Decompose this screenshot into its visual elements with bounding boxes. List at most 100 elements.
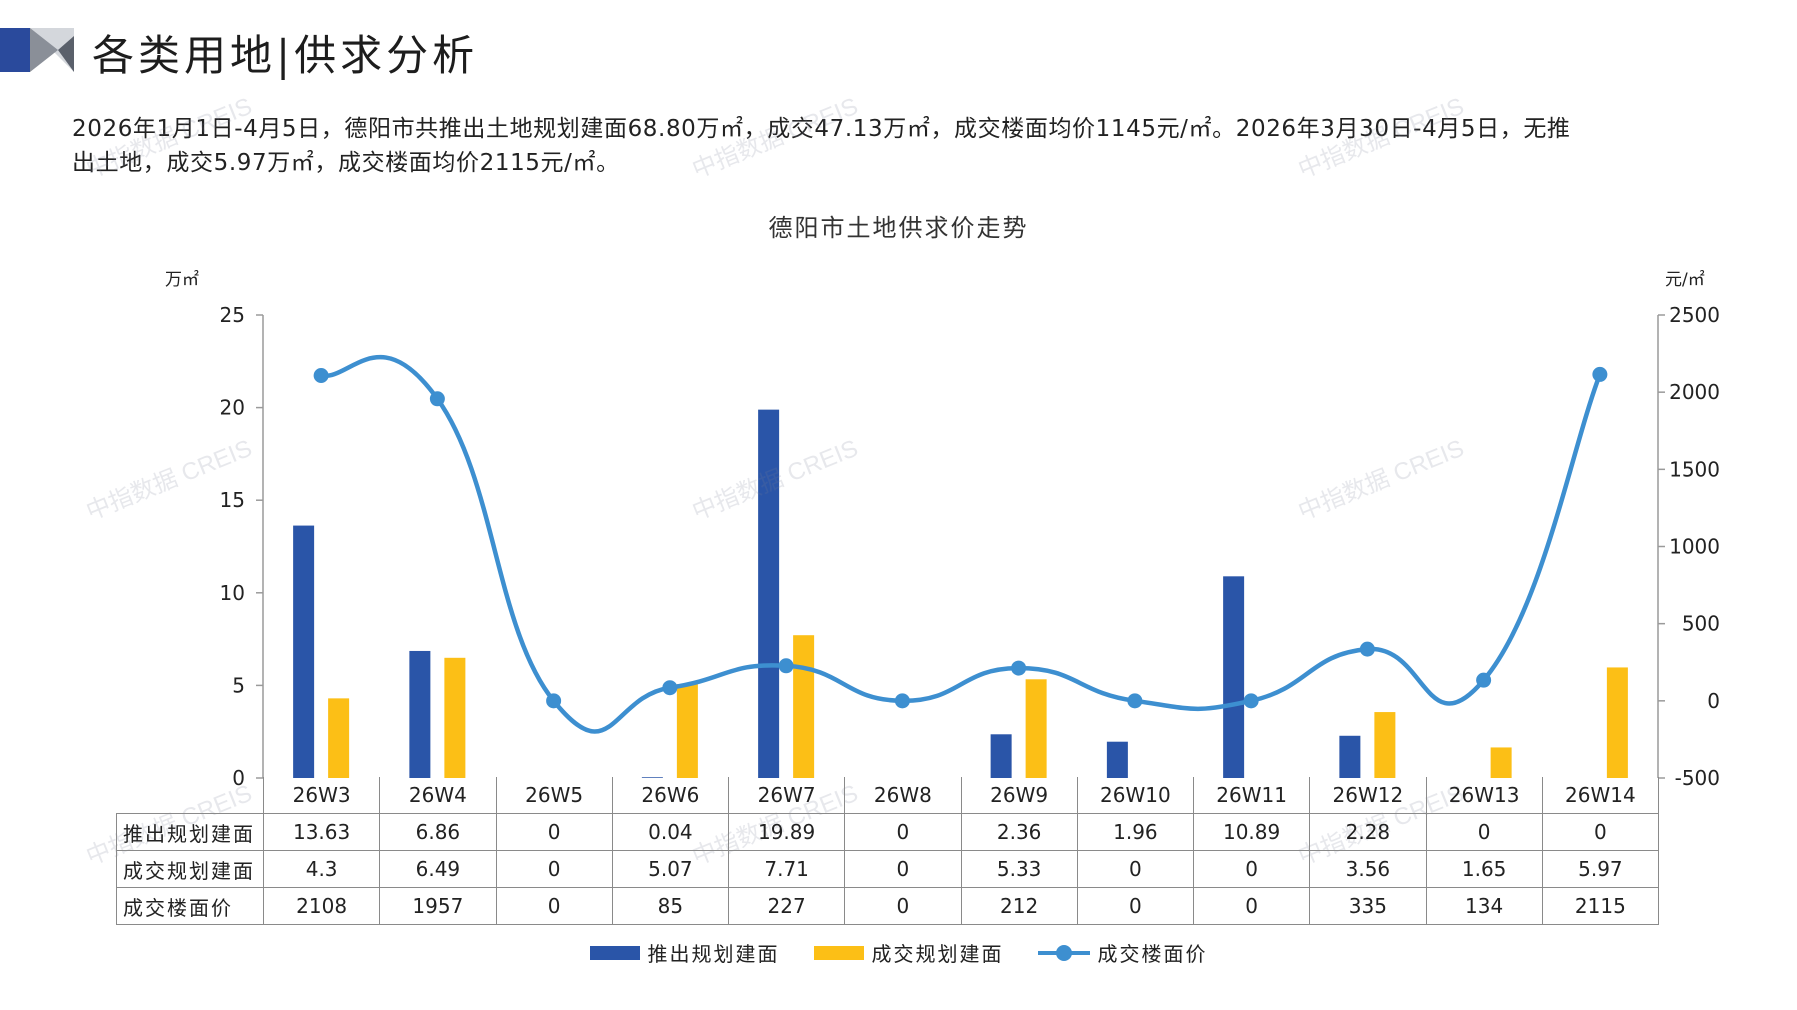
price-point <box>429 391 445 407</box>
data-label: 5.07 <box>611 850 730 888</box>
x-tick-label: 26W8 <box>844 777 962 814</box>
right-axis-tick-label: 1000 <box>1669 535 1720 559</box>
legend-label-supply: 推出规划建面 <box>647 942 780 966</box>
price-point <box>1011 660 1027 676</box>
data-label: 5.33 <box>960 850 1078 888</box>
supply-bar <box>409 650 431 778</box>
table-row: 推出规划建面 13.63 6.86 0 0.04 19.89 0 2.36 1.96 10.89 2… <box>116 813 1660 851</box>
deal-bar <box>1606 667 1628 778</box>
data-table: 26W3 26W4 26W5 26W6 26W7 26W8 26W9 26W10 26W11 26… <box>116 777 1660 925</box>
right-axis-tick-label: 2000 <box>1669 380 1720 404</box>
supply-bar <box>293 525 315 778</box>
deal-bar <box>1025 679 1047 778</box>
x-tick-label: 26W13 <box>1425 777 1543 814</box>
data-label: 0 <box>1192 887 1311 925</box>
table-row: 成交楼面价 2108 1957 0 85 227 0 212 0 0 335 134 2115 <box>116 887 1660 925</box>
data-label: 19.89 <box>727 813 846 851</box>
data-label: 6.86 <box>379 813 497 851</box>
data-label: 2115 <box>1541 887 1660 925</box>
data-label: 85 <box>611 887 730 925</box>
supply-bar <box>990 734 1012 778</box>
supply-bar <box>758 409 780 778</box>
price-point <box>662 680 678 696</box>
data-label: 10.89 <box>1192 813 1311 851</box>
table-row-header: 成交楼面价 <box>116 887 264 925</box>
left-axis-unit: 万㎡ <box>165 270 199 290</box>
price-point <box>1127 693 1143 709</box>
deal-bar <box>793 635 815 778</box>
data-label: 3.56 <box>1309 850 1427 888</box>
left-axis-tick-label: 25 <box>220 303 245 327</box>
left-axis-tick-label: 10 <box>220 581 245 605</box>
right-axis-tick-label: -500 <box>1675 766 1720 790</box>
summary-line-2: 出土地，成交5.97万㎡，成交楼面均价2115元/㎡。 <box>72 150 620 176</box>
left-axis-tick-label: 20 <box>220 396 245 420</box>
chart-legend: 推出规划建面 成交规划建面 成交楼面价 <box>0 938 1797 967</box>
table-row: 成交规划建面 4.3 6.49 0 5.07 7.71 0 5.33 0 0 3.56 1.65 5.9… <box>116 850 1660 888</box>
data-label: 0 <box>1541 813 1660 851</box>
supply-bar <box>1223 576 1245 778</box>
x-tick-label: 26W14 <box>1541 777 1660 814</box>
x-tick-label: 26W9 <box>960 777 1078 814</box>
data-label: 2.28 <box>1309 813 1427 851</box>
x-tick-label: 26W6 <box>611 777 730 814</box>
table-row-header: 成交规划建面 <box>116 850 264 888</box>
legend-item-deal: 成交规划建面 <box>813 938 1004 967</box>
table-row-header: 推出规划建面 <box>116 813 264 851</box>
data-label: 0 <box>495 813 613 851</box>
data-label: 0 <box>1425 813 1543 851</box>
price-point <box>894 693 910 709</box>
summary-line-1: 2026年1月1日-4月5日，德阳市共推出土地规划建面68.80万㎡，成交47.… <box>72 116 1571 142</box>
table-row: 26W3 26W4 26W5 26W6 26W7 26W8 26W9 26W10 26W11 26… <box>116 777 1660 814</box>
data-label: 212 <box>960 887 1078 925</box>
left-axis-tick-label: 5 <box>232 673 245 697</box>
left-axis-tick-label: 15 <box>220 488 245 512</box>
data-label: 134 <box>1425 887 1543 925</box>
right-axis-unit: 元/㎡ <box>1665 270 1705 290</box>
data-label: 0 <box>1192 850 1311 888</box>
price-point <box>546 693 562 709</box>
legend-item-price: 成交楼面价 <box>1037 938 1208 967</box>
price-point <box>313 367 329 383</box>
data-label: 1.65 <box>1425 850 1543 888</box>
supply-bar <box>1106 741 1128 778</box>
data-label: 7.71 <box>727 850 846 888</box>
deal-bar <box>444 657 466 778</box>
header-decoration <box>0 28 74 72</box>
data-label: 0 <box>1076 850 1195 888</box>
legend-swatch-supply <box>589 945 640 960</box>
data-label: 2108 <box>262 887 381 925</box>
data-label: 6.49 <box>379 850 497 888</box>
supply-bar <box>1339 735 1361 778</box>
chart-title: 德阳市土地供求价走势 <box>768 214 1029 242</box>
data-label: 0 <box>495 887 613 925</box>
legend-item-supply: 推出规划建面 <box>589 938 780 967</box>
page-title: 各类用地|供求分析 <box>92 31 479 80</box>
legend-swatch-price <box>1037 943 1090 963</box>
right-axis-tick-label: 2500 <box>1669 303 1720 327</box>
data-label: 335 <box>1309 887 1427 925</box>
data-label: 1957 <box>379 887 497 925</box>
x-tick-label: 26W10 <box>1076 777 1195 814</box>
legend-swatch-deal <box>813 945 864 960</box>
data-label: 4.3 <box>262 850 381 888</box>
x-tick-label: 26W12 <box>1309 777 1427 814</box>
data-label: 0 <box>844 887 962 925</box>
data-label: 0 <box>844 850 962 888</box>
data-label: 0 <box>1076 887 1195 925</box>
data-label: 0 <box>844 813 962 851</box>
data-label: 2.36 <box>960 813 1078 851</box>
deal-bar <box>1490 747 1512 778</box>
data-label: 227 <box>727 887 846 925</box>
data-label: 0.04 <box>611 813 730 851</box>
data-label: 13.63 <box>262 813 381 851</box>
x-tick-label: 26W5 <box>495 777 613 814</box>
price-point <box>1243 693 1259 709</box>
data-label: 1.96 <box>1076 813 1195 851</box>
price-line <box>320 354 1602 734</box>
x-tick-label: 26W3 <box>262 777 381 814</box>
x-tick-label: 26W7 <box>727 777 846 814</box>
price-point <box>1476 672 1492 688</box>
price-point <box>1359 641 1375 657</box>
